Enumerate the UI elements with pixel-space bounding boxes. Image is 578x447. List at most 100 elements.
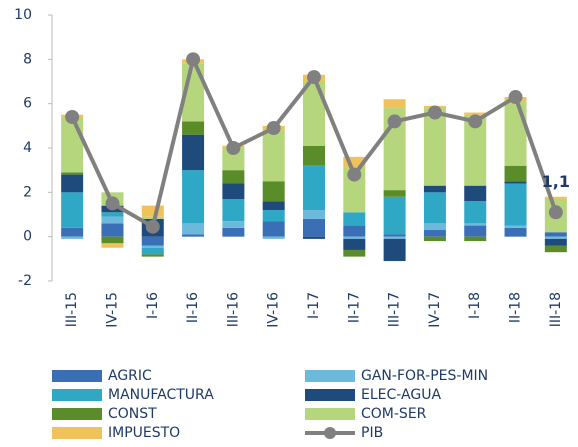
legend-label: PIB: [361, 425, 383, 441]
pib-marker: [226, 141, 241, 155]
y-tick-label: 10: [14, 7, 32, 23]
bar-segment: [343, 156, 366, 168]
bar-segment: [504, 101, 527, 166]
pib-marker: [427, 105, 442, 120]
bar-segment: [343, 249, 366, 257]
bar-segment: [464, 236, 487, 242]
x-tick-label: I-16: [145, 292, 161, 319]
legend-swatch: [52, 370, 102, 382]
bar-segment: [222, 183, 245, 199]
bar-segment: [61, 236, 84, 239]
bar-segment: [423, 230, 446, 237]
bar-segment: [343, 238, 366, 250]
bar-segment: [182, 134, 205, 171]
bar-segment: [423, 223, 446, 231]
legend-label: AGRIC: [108, 368, 152, 384]
bar-segment: [464, 223, 487, 226]
bar-segment: [383, 238, 406, 262]
bar-segment: [423, 108, 446, 186]
x-tick-label: IV-16: [266, 292, 282, 328]
x-tick-label: II-17: [346, 292, 362, 323]
bar-segment: [303, 165, 325, 211]
bar-segment: [141, 205, 164, 217]
legend-label: ELEC-AGUA: [361, 387, 441, 403]
bar-segment: [343, 236, 366, 239]
legend-label: COM-SER: [361, 406, 427, 422]
bar-segment: [61, 227, 84, 237]
bar-segment: [303, 145, 325, 166]
bar-segment: [141, 236, 164, 246]
pib-marker: [548, 205, 563, 220]
bar-segment: [182, 234, 205, 237]
x-tick-label: III-16: [225, 292, 241, 327]
bar-segment: [343, 212, 366, 226]
bar-segment: [544, 232, 567, 237]
bar-segment: [262, 210, 285, 222]
bar-segment: [141, 216, 164, 219]
legend-marker: [324, 427, 336, 439]
legend-swatch: [52, 389, 102, 401]
bar-segment: [303, 218, 325, 237]
data-label: 1,1: [542, 172, 570, 191]
y-tick-label: 8: [23, 51, 32, 67]
bar-segment: [262, 201, 285, 211]
bar-segment: [544, 196, 567, 199]
bar-segment: [262, 130, 285, 182]
x-tick-label: I-17: [306, 292, 322, 319]
bar-segment: [383, 196, 406, 235]
x-tick-label: III-18: [548, 292, 564, 327]
bar-segment: [303, 210, 325, 219]
bar-segment: [222, 221, 245, 228]
y-tick-label: 0: [23, 229, 32, 245]
pib-marker: [105, 196, 120, 211]
pib-marker: [508, 90, 523, 105]
pib-marker: [266, 121, 281, 136]
bar-segment: [383, 236, 406, 239]
bar-segment: [464, 225, 487, 237]
x-tick-label: IV-15: [104, 292, 120, 328]
bar-segment: [504, 225, 527, 228]
bar-segment: [343, 167, 366, 213]
bar-segment: [464, 185, 487, 202]
bar-segment: [101, 236, 124, 244]
legend-label: GAN-FOR-PES-MIN: [361, 368, 488, 384]
bar-segment: [262, 236, 285, 239]
x-tick-label: II-18: [508, 292, 524, 323]
pib-marker: [65, 109, 80, 124]
bar-segment: [423, 236, 446, 242]
bar-segment: [262, 221, 285, 237]
legend-label: MANUFACTURA: [108, 387, 214, 403]
y-tick-label: 2: [23, 184, 32, 200]
y-tick-label: -2: [18, 273, 32, 289]
bar-segment: [303, 236, 325, 239]
bar-segment: [262, 181, 285, 202]
bar-segment: [61, 174, 84, 193]
bar-segment: [544, 236, 567, 239]
bar-segment: [504, 181, 527, 184]
bar-segment: [504, 183, 527, 226]
bar-segment: [423, 185, 446, 193]
x-tick-label: III-17: [387, 292, 403, 327]
bar-segment: [383, 99, 406, 109]
bar-segment: [222, 227, 245, 237]
pib-marker: [347, 167, 362, 182]
legend-label: CONST: [108, 406, 157, 422]
bar-segment: [101, 243, 124, 248]
bar-segment: [303, 81, 325, 146]
bar-segment: [544, 245, 567, 253]
pib-marker: [468, 114, 483, 129]
bar-segment: [222, 198, 245, 222]
bar-segment: [182, 170, 205, 224]
bar-segment: [343, 225, 366, 237]
y-tick-label: 6: [23, 96, 32, 112]
bar-segment: [61, 116, 84, 173]
bar-segment: [182, 121, 205, 135]
bar-segment: [61, 172, 84, 175]
legend-swatch: [305, 370, 355, 382]
x-tick-label: II-16: [185, 292, 201, 323]
bar-segment: [182, 223, 205, 235]
bar-segment: [504, 227, 527, 237]
bar-segment: [544, 238, 567, 246]
bar-segment: [101, 212, 124, 217]
